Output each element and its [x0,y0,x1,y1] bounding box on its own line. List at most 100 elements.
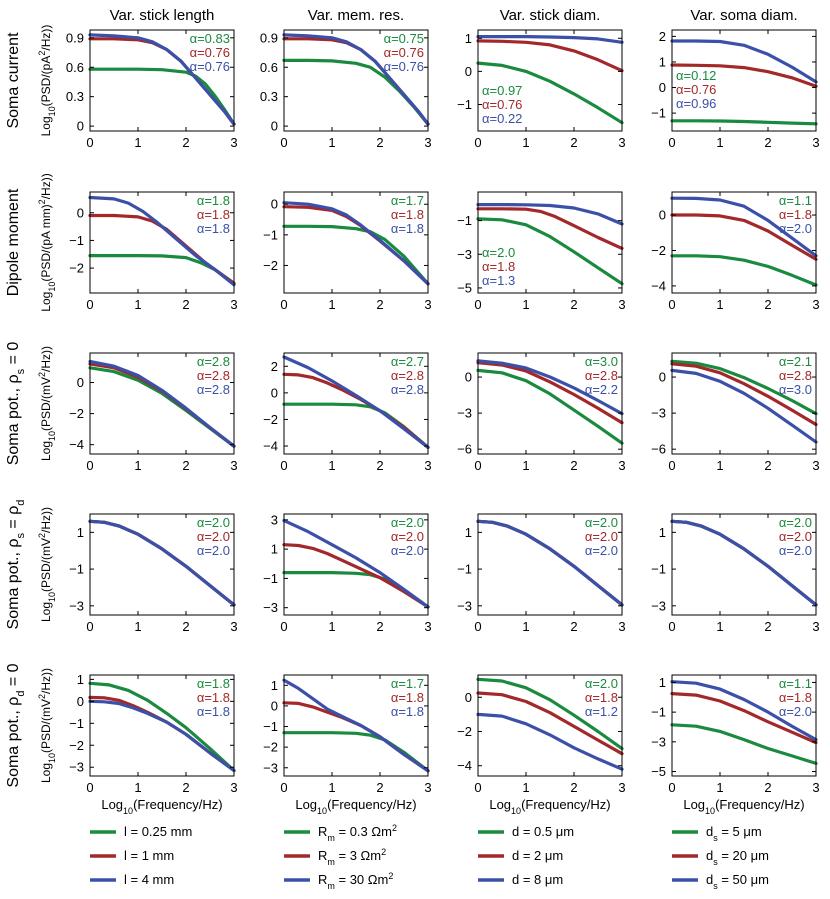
row-title: Dipole moment [5,188,22,296]
x-tick-label: 1 [328,619,335,634]
x-tick-label: 3 [230,619,237,634]
alpha-label: α=2.0 [197,543,230,558]
x-tick-label: 3 [618,458,625,473]
y-axis-label: Log10(PSD/(pA mm)2/Hz)) [37,173,57,311]
axes-frame [283,352,429,455]
legend-label: Rm = 3 Ωm2 [318,847,386,867]
x-tick-label: 3 [230,297,237,312]
chart-panel: 0 1 2 300.30.60.9 α=0.75α=0.76α=0.76 [260,29,432,150]
axes-frame [671,674,817,777]
y-tick-label: 1 [271,542,278,557]
y-tick-label: −3 [69,760,84,775]
x-tick-label: 2 [764,297,771,312]
y-tick-label: −1 [457,97,472,112]
x-tick-label: 3 [618,780,625,795]
y-tick-label: −1 [651,106,666,121]
alpha-label: α=2.0 [585,676,618,691]
alpha-label: α=1.8 [197,207,230,222]
x-tick-label: 0 [86,619,93,634]
x-tick-label: 0 [668,297,675,312]
series-line-green [476,217,624,286]
chart-panel: 0 1 2 3−2−10 α=1.7α=1.8α=1.8 [263,191,432,312]
y-tick-label: 0 [659,80,666,95]
y-tick-label: −5 [457,280,472,295]
alpha-label: α=2.8 [197,368,230,383]
y-tick-label: 1 [659,675,666,690]
x-tick-label: 1 [328,297,335,312]
axes-frame [477,674,623,777]
x-tick-label: 0 [280,135,287,150]
series-line-green [282,224,430,286]
alpha-label: α=0.76 [384,45,424,60]
x-tick-label: 1 [522,780,529,795]
y-axis-label: Log10(PSD/(pA2/Hz)) [37,25,57,137]
series-line-blue [476,712,624,771]
alpha-label: α=1.8 [391,690,424,705]
y-tick-label: −1 [69,233,84,248]
y-tick-label: −1 [263,719,278,734]
y-tick-label: −1 [651,562,666,577]
y-tick-label: 0 [77,694,84,709]
x-tick-label: 0 [86,135,93,150]
x-tick-label: 1 [716,780,723,795]
x-tick-label: 1 [328,135,335,150]
axes-frame [89,352,235,455]
chart-panel: 0 1 2 3−4−20α=2.8α=2.8α=2.8 [69,352,238,473]
x-tick-label: 2 [570,458,577,473]
y-tick-label: −1 [263,571,278,586]
y-tick-label: −3 [457,247,472,262]
y-tick-label: 0 [271,119,278,134]
column-title: Var. mem. res. [308,7,404,24]
y-tick-label: 0.6 [260,60,278,75]
alpha-label: α=1.2 [585,704,618,719]
y-tick-label: −2 [69,261,84,276]
alpha-label: α=1.1 [779,193,812,208]
alpha-label: α=2.0 [482,245,515,260]
y-axis-label: Log10(PSD/(mV2/Hz)) [37,507,57,622]
y-tick-label: −1 [457,562,472,577]
y-tick-label: −3 [69,598,84,613]
y-tick-label: 0 [271,197,278,212]
x-tick-label: 1 [716,619,723,634]
legend-label: d = 2 μm [512,848,563,863]
x-tick-label: 0 [668,135,675,150]
x-tick-label: 1 [716,135,723,150]
chart-panel: 0 1 2 3−3−113 α=2.0α=2.0α=2.0 [263,512,431,634]
x-tick-label: 3 [230,458,237,473]
chart-panel: 0 1 2 3−3−2−101 α=1.7α=1.8α=1.8 [263,674,432,795]
alpha-label: α=0.76 [190,45,230,60]
alpha-label: α=0.76 [384,59,424,74]
series-line-green [670,723,818,765]
axes-frame [283,191,429,294]
series-line-blue [88,519,236,607]
alpha-label: α=1.8 [197,193,230,208]
series-line-red [476,207,624,250]
y-tick-label: 0 [77,205,84,220]
alpha-label: α=2.0 [779,543,812,558]
y-tick-label: −1 [651,705,666,720]
x-tick-label: 2 [376,135,383,150]
alpha-label: α=1.8 [482,259,515,274]
alpha-label: α=2.8 [391,382,424,397]
x-tick-label: 2 [376,619,383,634]
series-line-blue [88,195,236,287]
legend-label: l = 0.25 mm [124,824,192,839]
series-line-green [670,359,818,416]
alpha-label: α=2.0 [779,221,812,236]
series-line-red [476,691,624,756]
x-tick-label: 0 [474,619,481,634]
alpha-label: α=1.8 [197,676,230,691]
axes-frame [89,674,235,777]
y-tick-label: 0.3 [66,89,84,104]
alpha-label: α=2.0 [391,515,424,530]
y-axis-label: Log10(PSD/(mV2/Hz)) [37,668,57,783]
alpha-label: α=1.8 [391,221,424,236]
x-tick-label: 0 [474,458,481,473]
axes-frame [283,674,429,777]
series-line-blue [282,519,430,609]
x-tick-label: 0 [280,780,287,795]
series-line-red [476,39,624,73]
x-tick-label: 2 [570,780,577,795]
series-line-blue [476,519,624,607]
alpha-label: α=0.76 [190,59,230,74]
